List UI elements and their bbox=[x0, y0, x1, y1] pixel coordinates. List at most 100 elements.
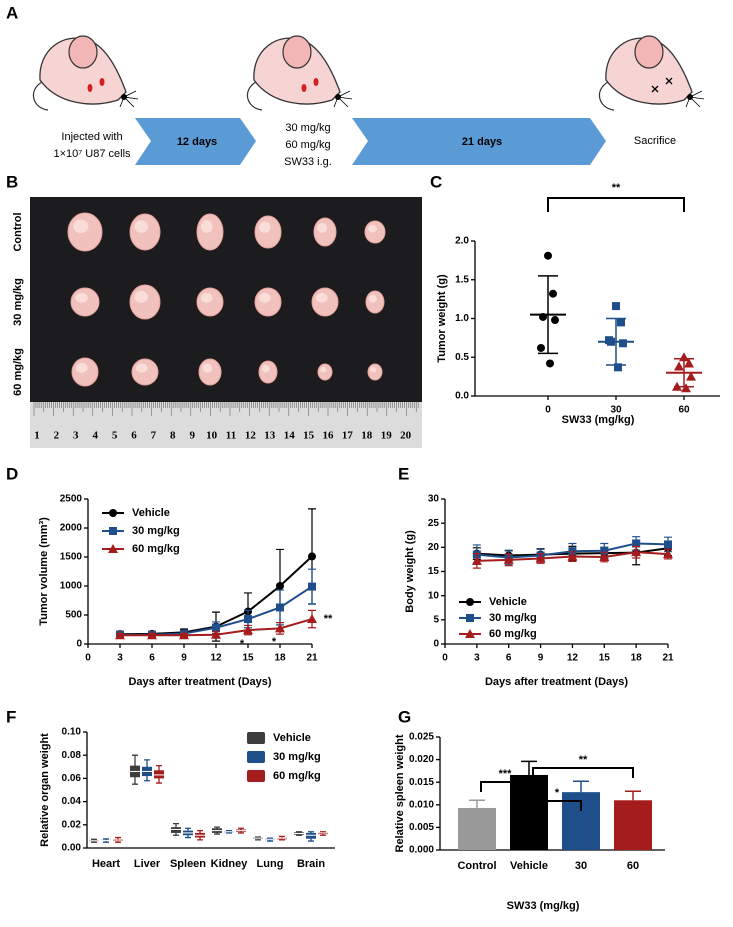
marker bbox=[535, 553, 546, 563]
marker bbox=[551, 316, 559, 325]
ruler-number: 4 bbox=[92, 430, 98, 442]
significance-label: * bbox=[240, 638, 245, 650]
significance-label: ** bbox=[612, 182, 621, 194]
box bbox=[306, 832, 316, 839]
arrow bbox=[135, 118, 256, 165]
significance-bracket bbox=[532, 800, 582, 811]
tumor bbox=[70, 287, 100, 317]
tumor bbox=[365, 290, 385, 314]
error-bar bbox=[521, 760, 537, 775]
bar bbox=[458, 807, 496, 850]
panel-label: B bbox=[6, 172, 18, 191]
ruler-number: 12 bbox=[245, 430, 257, 442]
tumor-highlight bbox=[200, 292, 213, 303]
legend-label: 60 mg/kg bbox=[489, 628, 537, 640]
step-text: 1×10⁷ U87 cells bbox=[53, 148, 131, 160]
x-tick-label: 30 bbox=[575, 860, 587, 872]
marker bbox=[605, 336, 613, 345]
row-label: 60 mg/kg bbox=[12, 348, 24, 396]
marker bbox=[115, 630, 125, 640]
marker bbox=[684, 358, 694, 368]
legend-label: Vehicle bbox=[132, 507, 170, 519]
y-tick-label: 0.000 bbox=[409, 845, 434, 856]
marker bbox=[244, 615, 252, 624]
y-tick-label: 5 bbox=[433, 614, 439, 625]
mouse-ear bbox=[68, 35, 98, 69]
y-tick-label: 15 bbox=[428, 566, 440, 577]
y-tick-label: 0.06 bbox=[62, 773, 82, 784]
marker bbox=[276, 603, 284, 612]
step-text: 60 mg/kg bbox=[285, 139, 330, 151]
tumor-highlight bbox=[315, 292, 328, 303]
x-tick-label: 0 bbox=[545, 405, 551, 416]
x-tick-label: 0 bbox=[85, 653, 91, 664]
y-tick-label: 20 bbox=[428, 542, 440, 553]
ruler-number: 9 bbox=[189, 430, 195, 442]
mouse-whiskers bbox=[333, 90, 353, 108]
legend-label: 30 mg/kg bbox=[489, 612, 537, 624]
tumor-highlight bbox=[200, 220, 213, 233]
y-tick-label: 0.10 bbox=[62, 727, 82, 738]
y-tick-label: 0.04 bbox=[62, 796, 82, 807]
tumor-highlight bbox=[370, 366, 377, 373]
significance-label: * bbox=[555, 787, 560, 799]
legend-marker bbox=[465, 629, 475, 638]
x-tick-label: 3 bbox=[117, 653, 123, 664]
x-tick-label: Control bbox=[457, 860, 496, 872]
box bbox=[171, 827, 181, 833]
x-tick-label: Lung bbox=[257, 858, 284, 870]
x-axis-label: SW33 (mg/kg) bbox=[562, 414, 635, 426]
y-tick-label: 1.0 bbox=[455, 313, 469, 324]
marker bbox=[674, 361, 684, 371]
tumor-highlight bbox=[75, 362, 88, 373]
ruler-number: 1 bbox=[34, 430, 40, 442]
mouse-icon bbox=[32, 35, 139, 111]
arrow-label: 21 days bbox=[462, 136, 502, 148]
y-tick-label: 0 bbox=[433, 639, 439, 650]
mouse-body bbox=[605, 37, 693, 105]
legend-label: 30 mg/kg bbox=[273, 751, 321, 763]
y-tick-label: 1500 bbox=[60, 552, 83, 563]
ruler-number: 19 bbox=[381, 430, 393, 442]
step-text: 30 mg/kg bbox=[285, 122, 330, 134]
mouse-tail bbox=[246, 81, 263, 111]
marker bbox=[212, 623, 220, 632]
marker bbox=[549, 289, 557, 298]
ruler-number: 2 bbox=[54, 430, 60, 442]
tumor bbox=[196, 287, 224, 317]
tumor bbox=[313, 217, 337, 247]
legend-marker bbox=[108, 544, 118, 553]
sd-bar bbox=[538, 275, 558, 355]
step-text: Injected with bbox=[61, 131, 122, 143]
mouse-icon bbox=[246, 35, 353, 111]
mouse-ear bbox=[634, 35, 664, 69]
tumor bbox=[131, 358, 159, 386]
error-bar bbox=[573, 780, 589, 793]
x-tick-label: 15 bbox=[242, 653, 254, 664]
legend-marker bbox=[109, 527, 117, 535]
marker bbox=[471, 555, 482, 565]
x-tick-label: Heart bbox=[92, 858, 120, 870]
tumor-highlight bbox=[317, 222, 328, 233]
mouse-icon bbox=[598, 35, 705, 111]
ruler-number: 18 bbox=[361, 430, 373, 442]
legend-label: Vehicle bbox=[489, 596, 527, 608]
mouse-tail bbox=[32, 81, 49, 111]
y-tick-label: 2.0 bbox=[455, 236, 469, 247]
tumor-highlight bbox=[75, 292, 88, 303]
marker bbox=[663, 549, 673, 559]
x-tick-label: Spleen bbox=[170, 858, 206, 870]
x-tick-label: 30 bbox=[610, 405, 622, 416]
marker bbox=[503, 554, 514, 564]
panel-label: D bbox=[6, 464, 18, 483]
tumor bbox=[129, 284, 161, 320]
y-tick-label: 10 bbox=[428, 590, 440, 601]
panel-label: A bbox=[6, 3, 18, 22]
legend-swatch bbox=[247, 751, 265, 763]
marker bbox=[179, 630, 189, 640]
arrow bbox=[352, 118, 606, 165]
y-tick-label: 0.5 bbox=[455, 352, 469, 363]
x-tick-label: 12 bbox=[567, 653, 579, 664]
significance-label: * bbox=[272, 636, 277, 648]
